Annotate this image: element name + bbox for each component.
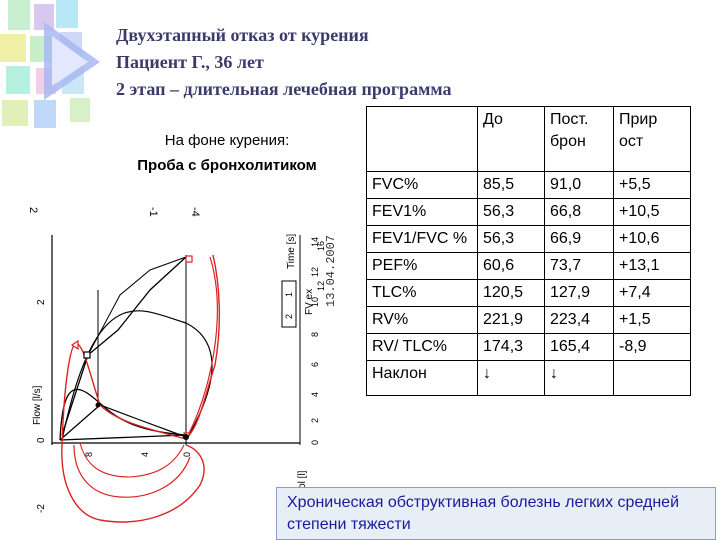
row-label: RV% — [366, 306, 478, 334]
top-tick: -1 — [147, 207, 159, 217]
top-tick: 2 — [27, 207, 39, 213]
cell-delta — [613, 360, 691, 396]
table-row: FEV1% 56,3 66,8 +10,5 — [366, 198, 691, 226]
svg-text:4: 4 — [140, 452, 150, 457]
svg-text:8: 8 — [84, 452, 94, 457]
table-row: RV/ TLC% 174,3 165,4 -8,9 — [366, 333, 691, 361]
header-cell — [366, 106, 478, 172]
svg-text:0: 0 — [182, 452, 192, 457]
cell-after: 66,9 — [544, 225, 614, 253]
right-tick: 6 — [310, 362, 320, 367]
time-tick: 12 — [316, 281, 326, 291]
table-row: FVC% 85,5 91,0 +5,5 — [366, 171, 691, 199]
right-tick: 4 — [310, 392, 320, 397]
title-line: 2 этап – длительная лечебная программа — [116, 79, 452, 99]
cell-after: 223,4 — [544, 306, 614, 334]
left-tick: 2 — [36, 299, 47, 305]
right-tick: 14 — [310, 237, 320, 247]
cell-delta: +10,5 — [613, 198, 691, 226]
fv-label: FV ex — [304, 289, 315, 315]
right-tick: 0 — [310, 440, 320, 445]
cell-before: ↓ — [477, 360, 545, 396]
header-cell: До — [477, 106, 545, 172]
cell-delta: +7,4 — [613, 279, 691, 307]
cell-after: 91,0 — [544, 171, 614, 199]
row-label: FEV1% — [366, 198, 478, 226]
cell-before: 174,3 — [477, 333, 545, 361]
cell-before: 221,9 — [477, 306, 545, 334]
left-tick: -2 — [36, 504, 47, 513]
row-label: Наклон — [366, 360, 478, 396]
decorative-corner — [0, 0, 110, 150]
right-tick: 12 — [310, 267, 320, 277]
left-tick: 0 — [36, 437, 47, 443]
cell-before: 85,5 — [477, 171, 545, 199]
cell-after: 165,4 — [544, 333, 614, 361]
row-label: FVC% — [366, 171, 478, 199]
date-stamp: 13.04.2007 — [324, 235, 338, 307]
y-axis-label: Flow [l/s] — [32, 385, 43, 425]
right-tick: 8 — [310, 332, 320, 337]
time-tick: 16 — [316, 241, 326, 251]
flow-volume-plot: 2 -1 -4 2 0 -2 Flow [l/s] FV ex Vol [l] … — [27, 207, 338, 523]
cell-delta: +13,1 — [613, 252, 691, 280]
cell-delta: +1,5 — [613, 306, 691, 334]
conclusion-box: Хроническая обструктивная болезнь легких… — [276, 487, 716, 540]
row-label: RV/ TLC% — [366, 333, 478, 361]
table-row: TLC% 120,5 127,9 +7,4 — [366, 279, 691, 307]
subtitle: На фоне курения: Проба с бронхолитиком — [92, 128, 362, 178]
time-label: Time [s] — [286, 234, 297, 269]
cell-before: 60,6 — [477, 252, 545, 280]
subtitle-line-1: На фоне курения: — [164, 132, 290, 149]
row-label: PEF% — [366, 252, 478, 280]
cell-after: ↓ — [544, 360, 614, 396]
title-line: Пациент Г., 36 лет — [116, 52, 264, 72]
table-row: Наклон ↓ ↓ — [366, 360, 691, 396]
x-axis-label: Vol [l] — [297, 470, 308, 495]
cell-after: 66,8 — [544, 198, 614, 226]
results-table: До Пост. брон Прир ост FVC% 85,5 91,0 +5… — [366, 106, 691, 396]
legend-entry: 1 — [284, 292, 294, 297]
right-tick: 2 — [310, 418, 320, 423]
cell-before: 56,3 — [477, 225, 545, 253]
table-row: RV% 221,9 223,4 +1,5 — [366, 306, 691, 334]
cell-before: 56,3 — [477, 198, 545, 226]
title-line: Двухэтапный отказ от курения — [116, 25, 369, 45]
table-row: FEV1/FVC % 56,3 66,9 +10,6 — [366, 225, 691, 253]
cell-after: 73,7 — [544, 252, 614, 280]
right-tick: 10 — [310, 297, 320, 307]
slide-title: Двухэтапный отказ от курения Пациент Г.,… — [116, 22, 451, 103]
cell-delta: -8,9 — [613, 333, 691, 361]
table-row: PEF% 60,6 73,7 +13,1 — [366, 252, 691, 280]
subtitle-line-2: Проба с бронхолитиком — [137, 157, 317, 174]
row-label: TLC% — [366, 279, 478, 307]
cell-after: 127,9 — [544, 279, 614, 307]
header-cell: Прир ост — [613, 106, 691, 172]
table-header-row: До Пост. брон Прир ост — [366, 106, 691, 172]
cell-delta: +10,6 — [613, 225, 691, 253]
row-label: FEV1/FVC % — [366, 225, 478, 253]
cell-before: 120,5 — [477, 279, 545, 307]
cell-delta: +5,5 — [613, 171, 691, 199]
legend-entry: 2 — [284, 314, 294, 319]
top-tick: -4 — [189, 207, 201, 217]
header-cell: Пост. брон — [544, 106, 614, 172]
